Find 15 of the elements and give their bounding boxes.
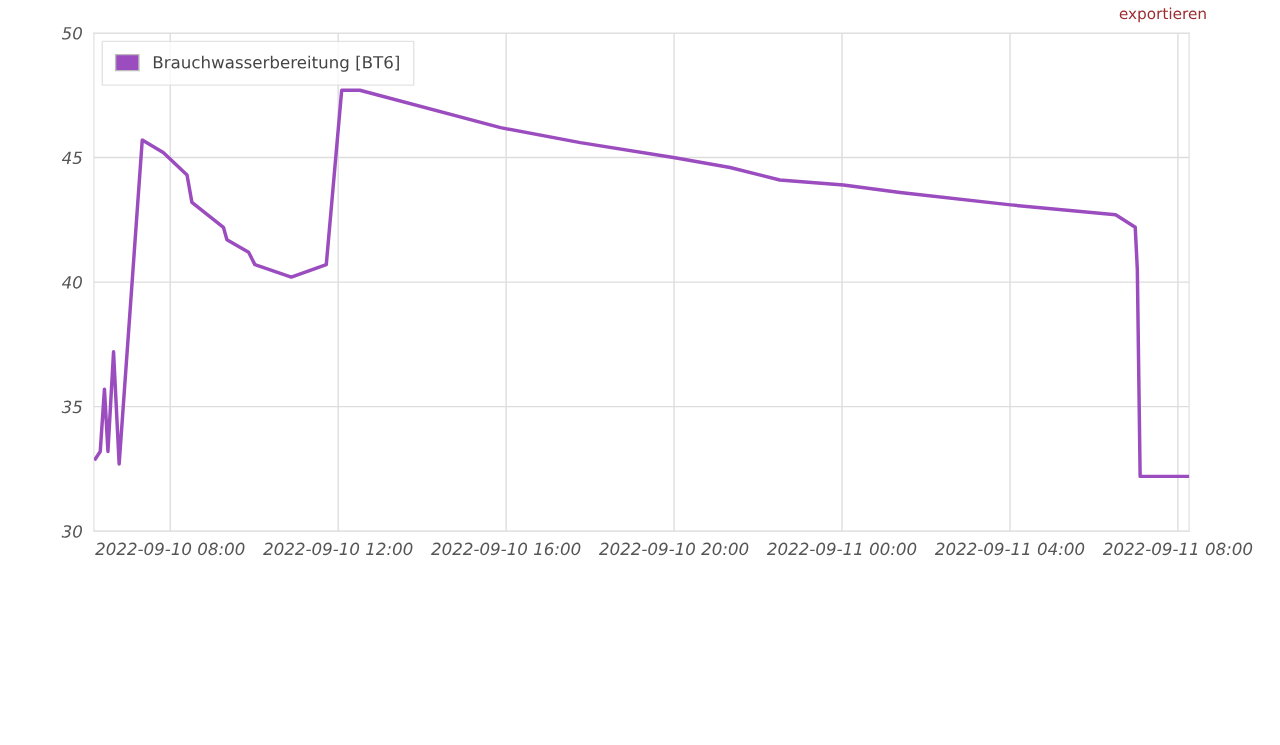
- y-tick-label: 30: [61, 525, 82, 538]
- text: exportieren: [1119, 7, 1206, 23]
- y-tick-label: 50: [61, 26, 82, 40]
- line-series: [93, 88, 1190, 479]
- x-tick-label: 2022-09-10 16:00: [431, 542, 581, 556]
- x-tick-label: 2022-09-11 00:00: [767, 542, 917, 556]
- x-tick-label: 2022-09-10 08:00: [95, 542, 245, 556]
- y-tick-label: 35: [61, 400, 82, 414]
- y-tick-label: 45: [61, 151, 82, 165]
- x-tick-label: 2022-09-10 20:00: [599, 542, 749, 556]
- x-tick-label: 2022-09-11 08:00: [1102, 542, 1253, 556]
- x-tick-label: 2022-09-11 04:00: [934, 542, 1085, 556]
- x-tick-label: 2022-09-10 12:00: [263, 542, 413, 556]
- legend-label: Brauchwasserbereitung [BT6]: [153, 55, 399, 72]
- y-tick-label: 40: [61, 276, 82, 289]
